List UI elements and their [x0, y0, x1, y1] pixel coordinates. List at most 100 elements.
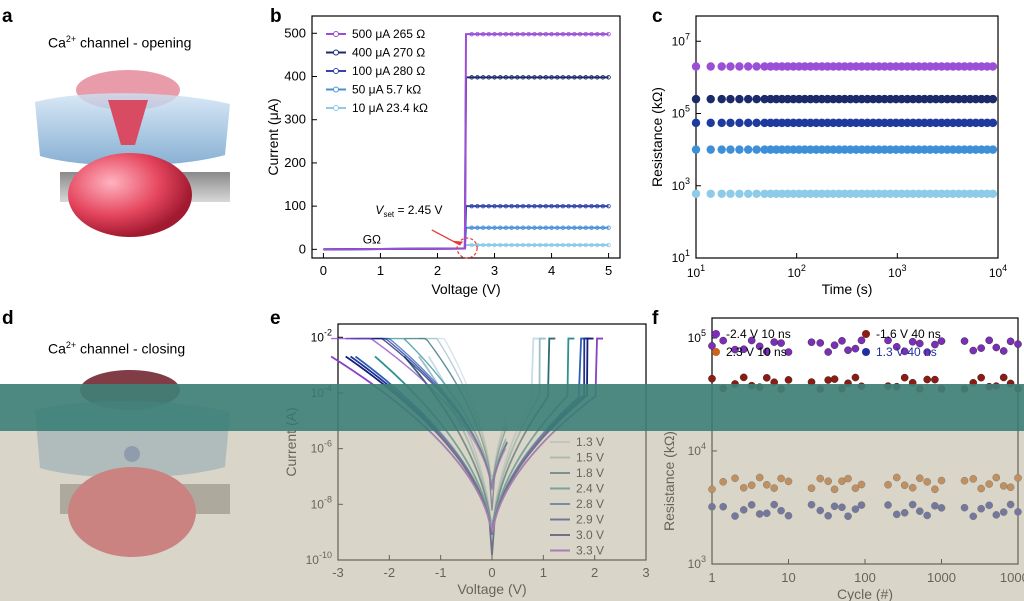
series-marker — [520, 31, 526, 37]
data-point — [760, 62, 769, 71]
legend-marker — [862, 348, 870, 356]
panel-label-a: a — [2, 6, 13, 27]
series-marker — [498, 242, 503, 248]
series-marker — [566, 203, 571, 209]
series-marker — [532, 242, 537, 248]
data-point — [985, 336, 993, 345]
series-marker — [600, 31, 606, 37]
series-marker — [606, 31, 611, 37]
series-marker — [549, 75, 554, 80]
panel-label-b: b — [270, 6, 282, 27]
legend-marker — [333, 31, 339, 37]
series-marker — [583, 75, 588, 80]
data-point — [708, 374, 716, 383]
series-marker — [532, 225, 537, 230]
y-tick-label: 300 — [284, 112, 306, 127]
series-marker — [492, 31, 497, 37]
data-point — [760, 189, 769, 198]
series-marker — [589, 203, 594, 209]
series-marker — [520, 225, 526, 230]
x-tick-label: 104 — [989, 263, 1007, 280]
data-point — [726, 189, 735, 198]
x-tick-label: 5 — [605, 263, 612, 278]
legend-marker — [712, 330, 720, 338]
data-point — [784, 348, 793, 356]
series-marker — [503, 75, 509, 80]
series-marker — [600, 225, 606, 230]
panel-d-title-rest: channel - closing — [76, 340, 186, 357]
data-point — [884, 336, 892, 345]
y-tick-label: 500 — [284, 25, 306, 40]
series-marker — [572, 31, 577, 37]
series-marker — [475, 75, 480, 80]
data-point — [717, 94, 726, 104]
series-marker — [509, 31, 514, 37]
y-tick-label: 103 — [672, 176, 690, 193]
legend-label: 500 μA 265 Ω — [352, 27, 425, 41]
data-point — [960, 337, 969, 345]
legend-marker — [712, 348, 720, 356]
data-point — [735, 145, 744, 154]
series-marker — [498, 31, 503, 37]
series-marker — [555, 242, 560, 248]
y-tick-label: 101 — [672, 248, 690, 265]
series-marker — [594, 203, 600, 209]
data-point — [931, 375, 939, 384]
data-point — [923, 375, 931, 384]
series-marker — [486, 75, 492, 80]
data-point — [706, 118, 715, 128]
y-axis-label: Current (μA) — [265, 98, 281, 175]
series-marker — [526, 203, 531, 209]
series-marker — [532, 31, 537, 37]
data-point — [937, 337, 946, 345]
legend-label: -1.6 V 40 ns — [876, 327, 941, 341]
data-point — [706, 145, 715, 154]
data-point — [992, 343, 1001, 352]
panel-a-title: Ca2+ channel - opening — [48, 34, 191, 51]
series-line — [323, 33, 609, 251]
data-point — [743, 94, 753, 104]
series-marker — [549, 225, 554, 230]
data-point — [999, 373, 1008, 382]
series-marker — [537, 242, 543, 248]
x-tick-label: 4 — [548, 263, 555, 278]
series-marker — [509, 225, 514, 230]
series-marker — [600, 242, 606, 248]
series-marker — [543, 31, 549, 37]
series-marker — [560, 242, 566, 248]
channel-opening-illustration — [35, 70, 230, 237]
x-tick-label: 102 — [787, 263, 805, 280]
legend-marker — [862, 330, 870, 338]
series-marker — [600, 203, 606, 209]
series-marker — [606, 225, 611, 230]
series-marker — [572, 242, 577, 248]
data-point — [717, 145, 726, 154]
x-tick-label: 0 — [320, 263, 327, 278]
series-marker — [549, 203, 554, 209]
data-point — [717, 118, 726, 128]
data-point — [726, 118, 735, 128]
plot-frame — [695, 15, 999, 259]
series-marker — [577, 242, 583, 248]
data-point — [743, 118, 753, 128]
panel-label-f: f — [652, 308, 659, 329]
data-point — [915, 339, 924, 348]
x-tick-label: 3 — [491, 263, 498, 278]
vset-annotation: Vset = 2.45 V — [375, 203, 442, 219]
data-point — [743, 62, 753, 71]
x-tick-label: 1 — [377, 263, 384, 278]
series-marker — [486, 203, 492, 209]
x-tick-label: 2 — [434, 263, 441, 278]
series-marker — [503, 31, 509, 37]
data-point — [807, 338, 816, 347]
series-marker — [480, 31, 486, 37]
series-marker — [555, 75, 560, 80]
series-marker — [480, 203, 486, 209]
legend-marker — [333, 86, 339, 93]
data-point — [731, 345, 739, 354]
data-point — [900, 347, 909, 356]
vset-arrowhead — [452, 240, 464, 246]
panel-a-title-sup: 2+ — [65, 34, 77, 44]
legend-label: 10 μA 23.4 kΩ — [352, 101, 428, 115]
series-marker — [526, 75, 531, 80]
